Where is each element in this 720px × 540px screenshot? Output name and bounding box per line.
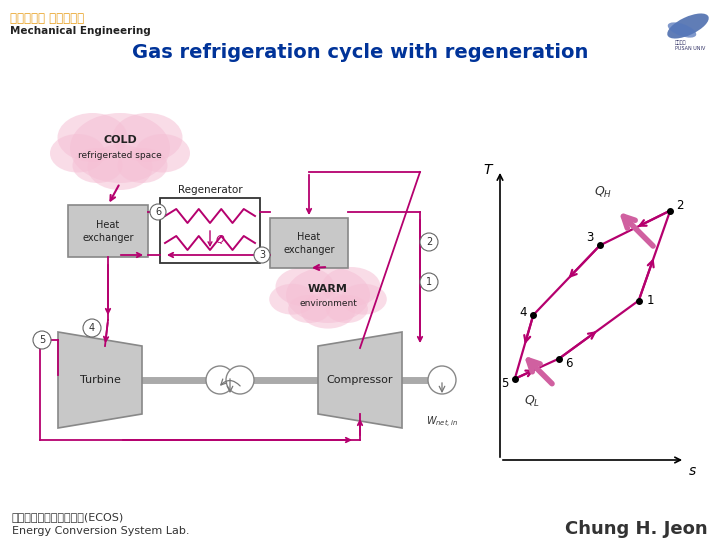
FancyBboxPatch shape xyxy=(68,205,148,257)
Text: environment: environment xyxy=(299,299,357,307)
Ellipse shape xyxy=(50,134,105,172)
Text: 2: 2 xyxy=(677,199,684,212)
Text: 5: 5 xyxy=(501,377,508,390)
Text: 5: 5 xyxy=(39,335,45,345)
Ellipse shape xyxy=(326,295,368,323)
Circle shape xyxy=(428,366,456,394)
Ellipse shape xyxy=(667,14,708,38)
Ellipse shape xyxy=(288,295,330,323)
Text: 1: 1 xyxy=(426,277,432,287)
Ellipse shape xyxy=(73,148,122,183)
Text: COLD: COLD xyxy=(103,135,137,145)
Circle shape xyxy=(420,273,438,291)
Circle shape xyxy=(226,366,254,394)
Text: 6: 6 xyxy=(155,207,161,217)
Text: refrigerated space: refrigerated space xyxy=(78,151,162,159)
Circle shape xyxy=(206,366,234,394)
Ellipse shape xyxy=(135,134,190,172)
Circle shape xyxy=(33,331,51,349)
Ellipse shape xyxy=(341,284,387,315)
Text: 에너지변환시스템연구실(ECOS): 에너지변환시스템연구실(ECOS) xyxy=(12,512,125,522)
Text: Gas refrigeration cycle with regeneration: Gas refrigeration cycle with regeneratio… xyxy=(132,43,588,62)
Ellipse shape xyxy=(276,267,334,306)
Text: $W_{net,in}$: $W_{net,in}$ xyxy=(426,415,458,430)
Circle shape xyxy=(150,204,166,220)
Circle shape xyxy=(420,233,438,251)
Text: Q: Q xyxy=(216,235,225,245)
Ellipse shape xyxy=(88,145,153,190)
Text: 3: 3 xyxy=(586,231,593,244)
Polygon shape xyxy=(318,332,402,428)
Ellipse shape xyxy=(667,22,696,38)
Text: exchanger: exchanger xyxy=(82,233,134,243)
Ellipse shape xyxy=(112,113,182,162)
Text: exchanger: exchanger xyxy=(283,245,335,255)
Text: Mechanical Engineering: Mechanical Engineering xyxy=(10,26,150,36)
Text: Turbine: Turbine xyxy=(80,375,120,385)
Ellipse shape xyxy=(301,292,355,329)
Text: Heat: Heat xyxy=(297,232,320,242)
Ellipse shape xyxy=(286,267,370,323)
Text: 4: 4 xyxy=(520,306,527,319)
Text: 부산대학교 기계공학부: 부산대학교 기계공학부 xyxy=(10,12,84,25)
Ellipse shape xyxy=(58,113,127,162)
Text: $Q_L$: $Q_L$ xyxy=(524,394,540,409)
Text: $Q_H$: $Q_H$ xyxy=(594,185,612,200)
Text: 2: 2 xyxy=(426,237,432,247)
Polygon shape xyxy=(58,332,142,428)
Text: Energy Conversion System Lab.: Energy Conversion System Lab. xyxy=(12,526,189,536)
Text: 3: 3 xyxy=(259,250,265,260)
FancyBboxPatch shape xyxy=(270,218,348,268)
Text: Regenerator: Regenerator xyxy=(178,185,243,195)
Text: Heat: Heat xyxy=(96,220,120,230)
Text: 4: 4 xyxy=(89,323,95,333)
Text: WARM: WARM xyxy=(308,284,348,294)
Ellipse shape xyxy=(117,148,168,183)
Text: 1: 1 xyxy=(647,294,654,307)
Text: Compressor: Compressor xyxy=(327,375,393,385)
Text: T: T xyxy=(484,163,492,177)
Circle shape xyxy=(83,319,101,337)
Text: s: s xyxy=(689,464,696,478)
Circle shape xyxy=(254,247,270,263)
Text: 핵심기재
PUSAN UNIV: 핵심기재 PUSAN UNIV xyxy=(675,40,706,51)
Ellipse shape xyxy=(269,284,315,315)
Text: 6: 6 xyxy=(565,357,573,370)
Text: Chung H. Jeon: Chung H. Jeon xyxy=(565,520,708,538)
Ellipse shape xyxy=(70,113,170,183)
Ellipse shape xyxy=(322,267,380,306)
FancyBboxPatch shape xyxy=(160,198,260,263)
